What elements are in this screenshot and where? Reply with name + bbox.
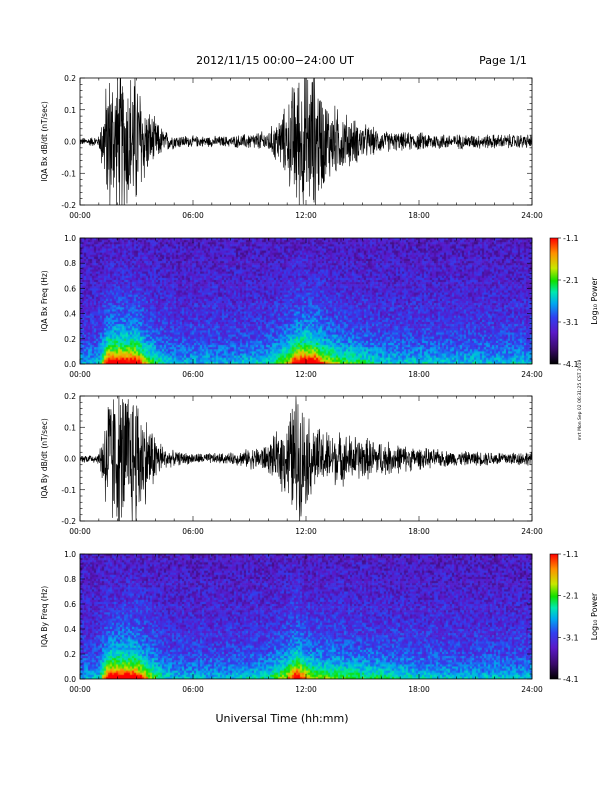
x-axis-title: Universal Time (hh:mm) (216, 712, 349, 725)
y-tick-label: -0.2 (61, 201, 76, 210)
y-tick-label: 0.1 (64, 106, 76, 115)
x-tick-label: 24:00 (521, 685, 543, 694)
colorbar-label: Log₁₀ Power (590, 277, 599, 325)
plot-title: 2012/11/15 00:00−24:00 UT (196, 54, 354, 67)
x-tick-label: 06:00 (182, 211, 204, 220)
x-tick-label: 12:00 (295, 370, 317, 379)
y-tick-label: -0.2 (61, 517, 76, 526)
y-tick-label: 0.2 (64, 650, 76, 659)
y-tick-label: 0.2 (64, 392, 76, 401)
y-tick-label: -0.1 (61, 169, 76, 178)
y-tick-label: 0.0 (64, 675, 76, 684)
y-tick-label: 0.1 (64, 423, 76, 432)
y-axis-label: IQA Bx dB/dt (nT/sec) (40, 101, 49, 182)
x-tick-label: 06:00 (182, 527, 204, 536)
x-tick-label: 24:00 (521, 211, 543, 220)
y-tick-label: 0.4 (64, 310, 76, 319)
dbdt-trace (80, 396, 532, 521)
x-tick-label: 00:00 (69, 685, 91, 694)
colorbar (549, 237, 559, 365)
y-tick-label: 0.2 (64, 335, 76, 344)
x-tick-label: 24:00 (521, 527, 543, 536)
y-tick-label: 0.6 (64, 284, 76, 293)
x-tick-label: 18:00 (408, 527, 430, 536)
colorbar-tick-label: -1.1 (563, 234, 579, 243)
page-number: Page 1/1 (479, 54, 527, 67)
y-axis-label: IQA By Freq (Hz) (40, 586, 49, 648)
x-tick-label: 18:00 (408, 685, 430, 694)
colorbar (549, 553, 559, 680)
x-tick-label: 12:00 (295, 527, 317, 536)
x-tick-label: 12:00 (295, 685, 317, 694)
x-tick-label: 24:00 (521, 370, 543, 379)
colorbar-tick-label: -4.1 (563, 675, 579, 684)
x-tick-label: 18:00 (408, 211, 430, 220)
y-tick-label: 0.4 (64, 625, 76, 634)
x-tick-label: 00:00 (69, 527, 91, 536)
y-tick-label: 0.6 (64, 600, 76, 609)
y-tick-label: 1.0 (64, 234, 76, 243)
spectrogram-image (80, 238, 532, 364)
y-tick-label: -0.1 (61, 486, 76, 495)
x-tick-label: 06:00 (182, 685, 204, 694)
bx-dbdt-panel: 00:00 06:00 12:00 18:00 24:00 -0.2 -0.1 0.0 0.1 0… (40, 74, 543, 220)
y-tick-label: 0.0 (64, 138, 76, 147)
y-tick-label: 0.0 (64, 455, 76, 464)
x-tick-label: 12:00 (295, 211, 317, 220)
by-dbdt-panel: 00:00 06:00 12:00 18:00 24:00 -0.2 -0.1 0.0 0.1 0… (40, 392, 543, 536)
y-tick-label: 0.0 (64, 360, 76, 369)
colorbar-tick-label: -3.1 (563, 318, 579, 327)
x-tick-label: 06:00 (182, 370, 204, 379)
x-tick-label: 18:00 (408, 370, 430, 379)
y-axis-label: IQA Bx Freq (Hz) (40, 270, 49, 332)
x-tick-label: 00:00 (69, 211, 91, 220)
y-tick-label: 0.8 (64, 259, 76, 268)
colorbar-label: Log₁₀ Power (590, 592, 599, 640)
y-tick-label: 0.8 (64, 575, 76, 584)
colorbar-tick-label: -1.1 (563, 550, 579, 559)
spectrogram-image (80, 554, 532, 679)
bx-spectrogram-panel: -1.1 -2.1 -3.1 -4.1 Log₁₀ Power 00:00 06:00 12:… (40, 234, 599, 379)
x-tick-label: 00:00 (69, 370, 91, 379)
colorbar-tick-label: -4.1 (563, 360, 579, 369)
y-axis-label: IQA By dB/dt (nT/sec) (40, 418, 49, 499)
colorbar-tick-label: -2.1 (563, 592, 579, 601)
y-tick-label: 1.0 (64, 550, 76, 559)
dbdt-trace (80, 78, 532, 205)
colorbar-tick-label: -2.1 (563, 276, 579, 285)
y-tick-label: 0.2 (64, 74, 76, 83)
by-spectrogram-panel: -1.1 -2.1 -3.1 -4.1 Log₁₀ Power 00:00 06:00 12:… (40, 550, 599, 694)
colorbar-tick-label: -3.1 (563, 633, 579, 642)
side-annotation: mrt Mon Sep 02 06:31:25 CST 2019 (577, 360, 583, 441)
